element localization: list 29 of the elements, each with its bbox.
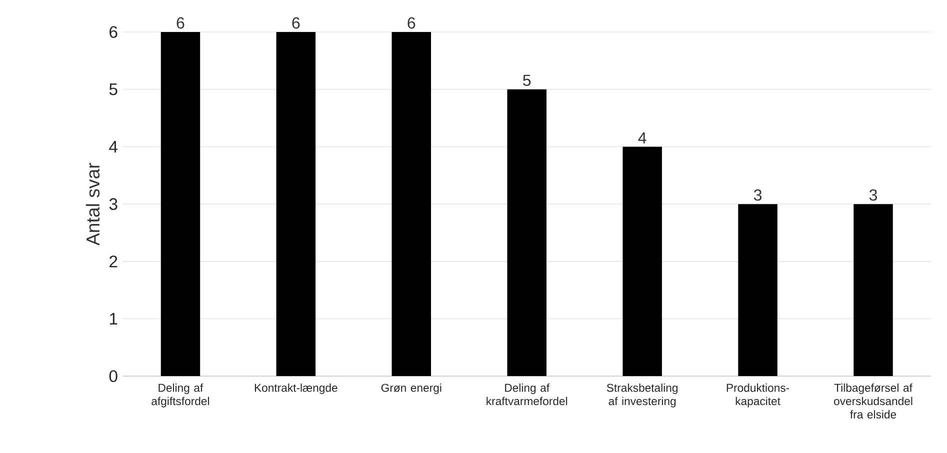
y-tick-label: 6	[110, 26, 118, 38]
x-tick-label: Tilbageførsel af overskudsandel fra elside	[834, 383, 912, 418]
bar	[622, 146, 662, 376]
y-tick-label: 2	[110, 255, 118, 268]
x-tick-label: Deling af kraftvarmefordel	[486, 383, 568, 405]
y-axis-title: Antal svar	[86, 162, 100, 246]
data-label: 6	[408, 17, 416, 28]
x-tick-label: Produktions-kapacitet	[726, 383, 790, 408]
x-tick-label: Kontrakt-længde	[254, 383, 338, 394]
bar	[160, 32, 200, 376]
data-label: 5	[523, 74, 531, 86]
bar	[276, 32, 316, 376]
x-tick-label: Deling af afgiftsfordel	[152, 383, 209, 408]
y-tick-label: 4	[109, 140, 118, 152]
bar	[854, 204, 893, 376]
y-tick-label: 0	[109, 370, 118, 382]
x-tick-label: Straksbetaling af investering	[606, 383, 678, 408]
y-tick-label: 5	[109, 83, 118, 95]
data-label: 6	[292, 17, 300, 28]
y-tick-label: 3	[109, 198, 118, 210]
data-label: 6	[176, 17, 184, 28]
x-tick-label: Grøn energi	[381, 383, 442, 394]
data-label: 3	[869, 189, 878, 200]
bar	[392, 32, 432, 376]
bar	[507, 89, 546, 376]
data-label: 3	[754, 189, 762, 200]
data-label: 4	[638, 132, 646, 144]
y-tick-label: 1	[110, 312, 118, 324]
bar	[738, 204, 778, 376]
